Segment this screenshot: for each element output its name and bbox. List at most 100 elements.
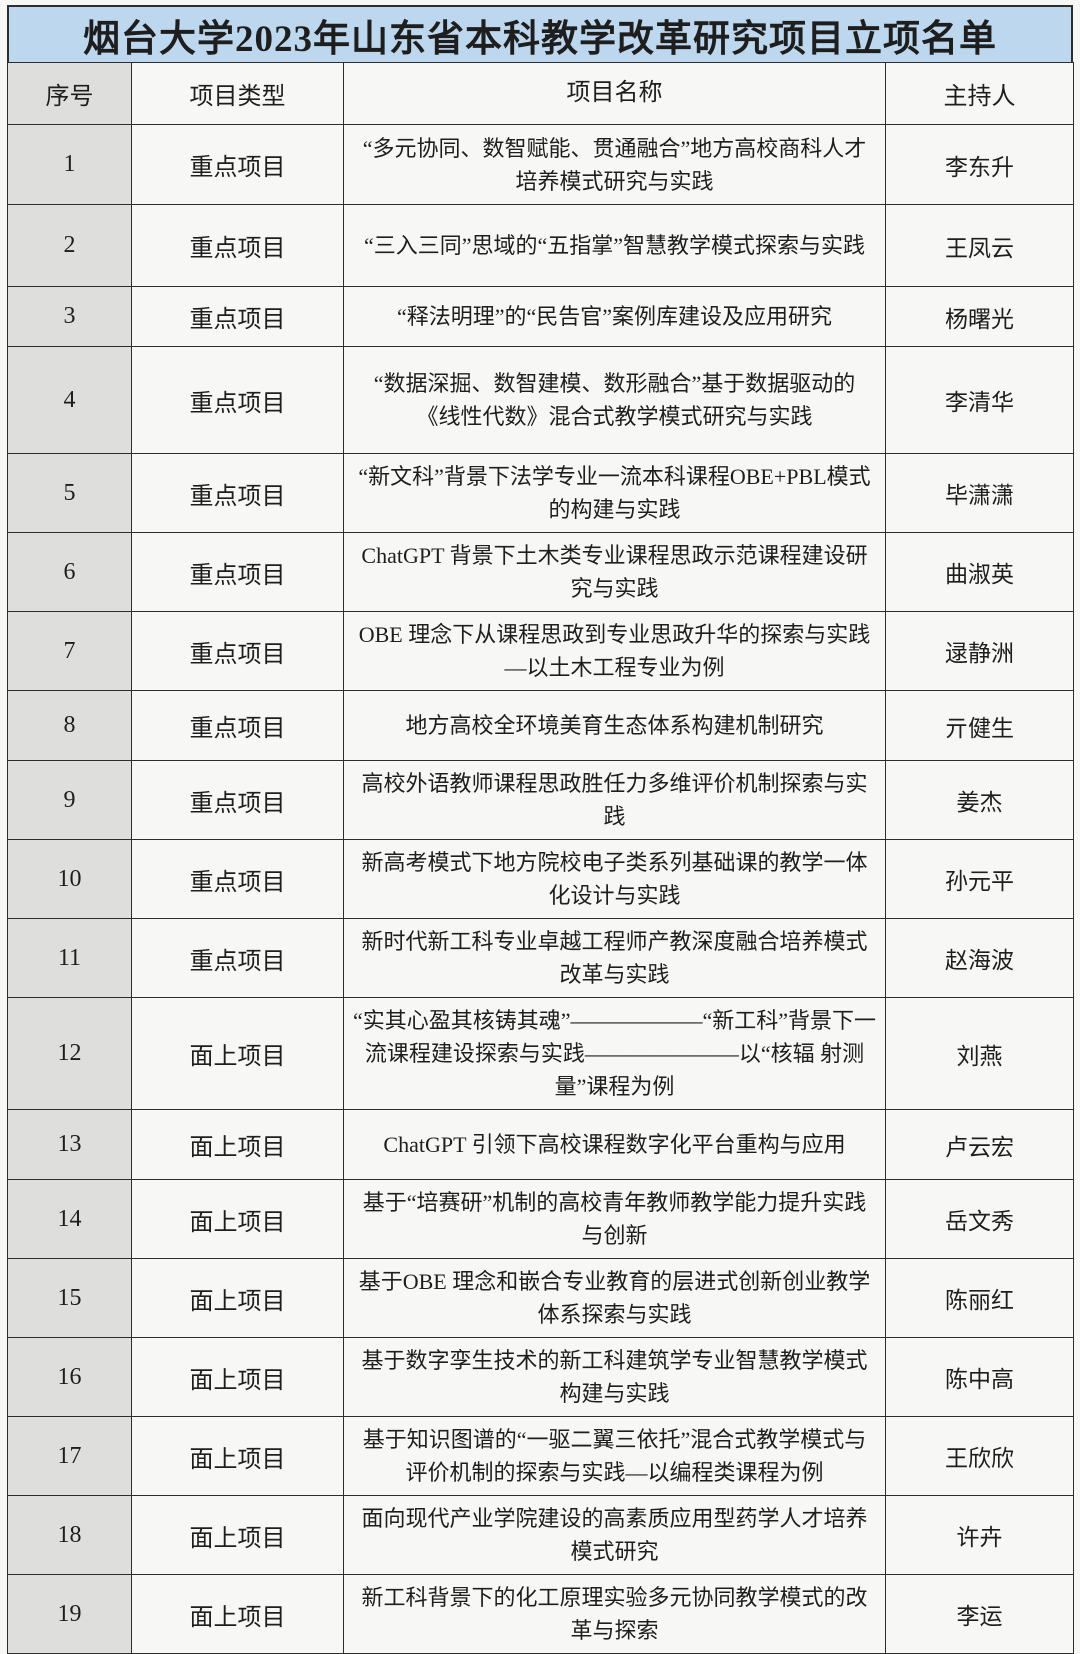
leader-cell: 陈丽红 (885, 1258, 1074, 1338)
row-number-cell: 4 (7, 346, 132, 454)
table-row: 7 重点项目 OBE 理念下从课程思政到专业思政升华的探索与实践—以土木工程专业… (7, 611, 1074, 691)
project-type-cell: 重点项目 (131, 918, 344, 998)
project-type-cell: 面上项目 (131, 1574, 344, 1654)
leader-cell: 毕潇潇 (885, 453, 1074, 533)
project-type-cell: 重点项目 (131, 611, 344, 691)
table-row: 17 面上项目 基于知识图谱的“一驱二翼三依托”混合式教学模式与评价机制的探索与… (7, 1416, 1074, 1496)
table-row: 13 面上项目 ChatGPT 引领下高校课程数字化平台重构与应用 卢云宏 (7, 1109, 1074, 1180)
leader-cell: 王欣欣 (885, 1416, 1074, 1496)
project-name-cell: 基于“培赛研”机制的高校青年教师教学能力提升实践与创新 (343, 1179, 886, 1259)
row-number-cell: 11 (7, 918, 132, 998)
project-name-cell: “实其心盈其核铸其魂”——————“新工科”背景下一流课程建设探索与实践————… (343, 997, 886, 1110)
project-type-cell: 面上项目 (131, 1109, 344, 1180)
leader-cell: 刘燕 (885, 997, 1074, 1110)
project-name-cell: 高校外语教师课程思政胜任力多维评价机制探索与实践 (343, 760, 886, 840)
project-type-cell: 重点项目 (131, 690, 344, 761)
row-number-cell: 16 (7, 1337, 132, 1417)
project-name-cell: 新时代新工科专业卓越工程师产教深度融合培养模式改革与实践 (343, 918, 886, 998)
row-number-cell: 9 (7, 760, 132, 840)
column-header-no: 序号 (7, 62, 132, 125)
row-number-cell: 5 (7, 453, 132, 533)
project-name-cell: “多元协同、数智赋能、贯通融合”地方高校商科人才培养模式研究与实践 (343, 124, 886, 205)
table-row: 4 重点项目 “数据深掘、数智建模、数形融合”基于数据驱动的《线性代数》混合式教… (7, 346, 1074, 454)
project-type-cell: 重点项目 (131, 839, 344, 919)
leader-cell: 陈中高 (885, 1337, 1074, 1417)
leader-cell: 姜杰 (885, 760, 1074, 840)
row-number-cell: 13 (7, 1109, 132, 1180)
project-name-cell: 基于知识图谱的“一驱二翼三依托”混合式教学模式与评价机制的探索与实践—以编程类课… (343, 1416, 886, 1496)
table-row: 19 面上项目 新工科背景下的化工原理实验多元协同教学模式的改革与探索 李运 (7, 1574, 1074, 1654)
project-type-cell: 面上项目 (131, 1258, 344, 1338)
project-type-cell: 重点项目 (131, 346, 344, 454)
row-number-cell: 17 (7, 1416, 132, 1496)
project-type-cell: 重点项目 (131, 453, 344, 533)
project-name-cell: OBE 理念下从课程思政到专业思政升华的探索与实践—以土木工程专业为例 (343, 611, 886, 691)
leader-cell: 逯静洲 (885, 611, 1074, 691)
row-number-cell: 8 (7, 690, 132, 761)
table-row: 10 重点项目 新高考模式下地方院校电子类系列基础课的教学一体化设计与实践 孙元… (7, 839, 1074, 919)
leader-cell: 卢云宏 (885, 1109, 1074, 1180)
project-name-cell: “释法明理”的“民告官”案例库建设及应用研究 (343, 286, 886, 347)
table-row: 15 面上项目 基于OBE 理念和嵌合专业教育的层进式创新创业教学体系探索与实践… (7, 1258, 1074, 1338)
table-row: 16 面上项目 基于数字孪生技术的新工科建筑学专业智慧教学模式构建与实践 陈中高 (7, 1337, 1074, 1417)
column-header-name: 项目名称 (343, 62, 886, 125)
table-body: 1 重点项目 “多元协同、数智赋能、贯通融合”地方高校商科人才培养模式研究与实践… (7, 124, 1074, 1654)
table-header: 序号 项目类型 项目名称 主持人 (7, 62, 1074, 125)
column-header-leader: 主持人 (885, 62, 1074, 125)
project-type-cell: 重点项目 (131, 532, 344, 612)
leader-cell: 李运 (885, 1574, 1074, 1654)
leader-cell: 李东升 (885, 124, 1074, 205)
project-name-cell: 面向现代产业学院建设的高素质应用型药学人才培养模式研究 (343, 1495, 886, 1575)
row-number-cell: 3 (7, 286, 132, 347)
project-type-cell: 面上项目 (131, 1179, 344, 1259)
table-row: 1 重点项目 “多元协同、数智赋能、贯通融合”地方高校商科人才培养模式研究与实践… (7, 124, 1074, 205)
table-row: 3 重点项目 “释法明理”的“民告官”案例库建设及应用研究 杨曙光 (7, 286, 1074, 347)
leader-cell: 赵海波 (885, 918, 1074, 998)
leader-cell: 孙元平 (885, 839, 1074, 919)
row-number-cell: 2 (7, 204, 132, 287)
row-number-cell: 19 (7, 1574, 132, 1654)
project-name-cell: ChatGPT 背景下土木类专业课程思政示范课程建设研究与实践 (343, 532, 886, 612)
table-row: 12 面上项目 “实其心盈其核铸其魂”——————“新工科”背景下一流课程建设探… (7, 997, 1074, 1110)
project-name-cell: 地方高校全环境美育生态体系构建机制研究 (343, 690, 886, 761)
table-row: 18 面上项目 面向现代产业学院建设的高素质应用型药学人才培养模式研究 许卉 (7, 1495, 1074, 1575)
project-name-cell: ChatGPT 引领下高校课程数字化平台重构与应用 (343, 1109, 886, 1180)
project-type-cell: 重点项目 (131, 204, 344, 287)
row-number-cell: 12 (7, 997, 132, 1110)
page-title: 烟台大学2023年山东省本科教学改革研究项目立项名单 (7, 5, 1073, 62)
leader-cell: 王凤云 (885, 204, 1074, 287)
leader-cell: 亓健生 (885, 690, 1074, 761)
project-name-cell: 基于OBE 理念和嵌合专业教育的层进式创新创业教学体系探索与实践 (343, 1258, 886, 1338)
table-row: 8 重点项目 地方高校全环境美育生态体系构建机制研究 亓健生 (7, 690, 1074, 761)
row-number-cell: 10 (7, 839, 132, 919)
project-name-cell: 基于数字孪生技术的新工科建筑学专业智慧教学模式构建与实践 (343, 1337, 886, 1417)
row-number-cell: 6 (7, 532, 132, 612)
project-name-cell: “数据深掘、数智建模、数形融合”基于数据驱动的《线性代数》混合式教学模式研究与实… (343, 346, 886, 454)
project-type-cell: 重点项目 (131, 286, 344, 347)
project-type-cell: 重点项目 (131, 760, 344, 840)
project-type-cell: 重点项目 (131, 124, 344, 205)
row-number-cell: 14 (7, 1179, 132, 1259)
project-name-cell: “新文科”背景下法学专业一流本科课程OBE+PBL模式的构建与实践 (343, 453, 886, 533)
table-row: 11 重点项目 新时代新工科专业卓越工程师产教深度融合培养模式改革与实践 赵海波 (7, 918, 1074, 998)
leader-cell: 李清华 (885, 346, 1074, 454)
project-name-cell: 新工科背景下的化工原理实验多元协同教学模式的改革与探索 (343, 1574, 886, 1654)
table-row: 14 面上项目 基于“培赛研”机制的高校青年教师教学能力提升实践与创新 岳文秀 (7, 1179, 1074, 1259)
header-row: 序号 项目类型 项目名称 主持人 (7, 62, 1074, 125)
project-name-cell: “三入三同”思域的“五指掌”智慧教学模式探索与实践 (343, 204, 886, 287)
project-type-cell: 面上项目 (131, 1495, 344, 1575)
project-name-cell: 新高考模式下地方院校电子类系列基础课的教学一体化设计与实践 (343, 839, 886, 919)
project-type-cell: 面上项目 (131, 1416, 344, 1496)
project-type-cell: 面上项目 (131, 997, 344, 1110)
leader-cell: 杨曙光 (885, 286, 1074, 347)
leader-cell: 许卉 (885, 1495, 1074, 1575)
row-number-cell: 1 (7, 124, 132, 205)
leader-cell: 曲淑英 (885, 532, 1074, 612)
leader-cell: 岳文秀 (885, 1179, 1074, 1259)
row-number-cell: 15 (7, 1258, 132, 1338)
table-row: 9 重点项目 高校外语教师课程思政胜任力多维评价机制探索与实践 姜杰 (7, 760, 1074, 840)
project-type-cell: 面上项目 (131, 1337, 344, 1417)
project-table: 序号 项目类型 项目名称 主持人 1 重点项目 “多元协同、数智赋能、贯通融合”… (7, 62, 1074, 1654)
table-row: 2 重点项目 “三入三同”思域的“五指掌”智慧教学模式探索与实践 王凤云 (7, 204, 1074, 287)
